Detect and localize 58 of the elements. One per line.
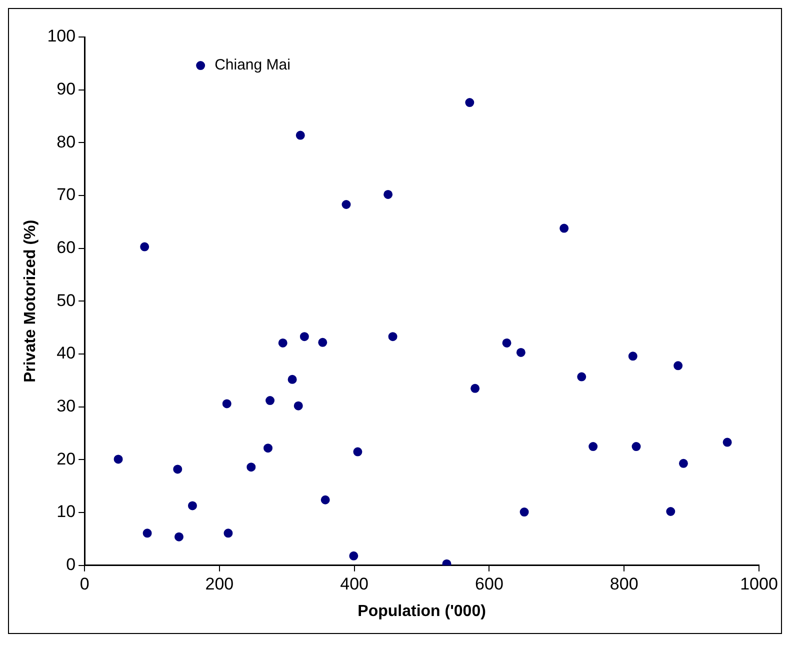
point — [142, 528, 152, 538]
point — [294, 401, 303, 410]
y-tick-label: 30 — [56, 396, 76, 416]
point — [628, 352, 638, 361]
y-tick-label: 10 — [56, 502, 76, 522]
point — [588, 442, 598, 452]
point — [678, 458, 688, 468]
point — [516, 348, 526, 357]
point — [246, 462, 256, 472]
y-axis-title: Private Motorized (%) — [22, 220, 40, 383]
point — [342, 200, 351, 210]
point — [114, 454, 123, 464]
point — [266, 396, 275, 406]
point — [288, 374, 297, 384]
y-tick-label: 20 — [56, 449, 76, 468]
annotation: Chiang Mai — [214, 56, 290, 74]
y-tick-label: 40 — [56, 344, 76, 363]
point — [222, 399, 232, 408]
point — [264, 444, 273, 453]
x-tick-label: 800 — [610, 574, 638, 594]
x-tick-label: 600 — [475, 574, 504, 594]
point — [196, 61, 206, 70]
y-tick-label: 80 — [56, 132, 76, 152]
point — [188, 501, 197, 510]
point — [353, 447, 362, 456]
point — [300, 332, 309, 342]
y-tick-label: 0 — [66, 555, 76, 574]
y-tick-label: 90 — [56, 80, 76, 99]
point — [502, 338, 512, 348]
point — [722, 438, 732, 447]
y-tick-label: 50 — [56, 290, 76, 310]
point — [173, 464, 182, 474]
x-axis-title: Population ('000) — [358, 602, 486, 620]
point — [349, 551, 358, 560]
x-tick-label: 0 — [80, 574, 90, 594]
point — [278, 338, 288, 348]
point — [465, 98, 474, 108]
point — [140, 242, 150, 252]
point — [577, 372, 586, 382]
point — [388, 332, 398, 342]
point — [318, 338, 328, 347]
point — [632, 442, 641, 452]
y-tick-label: 60 — [56, 238, 76, 258]
point — [296, 130, 305, 140]
x-tick-label: 1000 — [740, 574, 778, 594]
x-tick-label: 400 — [340, 574, 369, 594]
point — [224, 528, 233, 538]
point — [674, 361, 683, 370]
point — [174, 532, 184, 542]
point — [560, 224, 569, 233]
point — [520, 508, 529, 517]
point — [320, 495, 330, 504]
point — [470, 384, 480, 393]
y-tick-label: 100 — [47, 26, 76, 46]
point — [666, 507, 676, 516]
y-tick-label: 70 — [56, 185, 76, 204]
x-tick-label: 200 — [205, 574, 234, 594]
point — [384, 190, 393, 199]
